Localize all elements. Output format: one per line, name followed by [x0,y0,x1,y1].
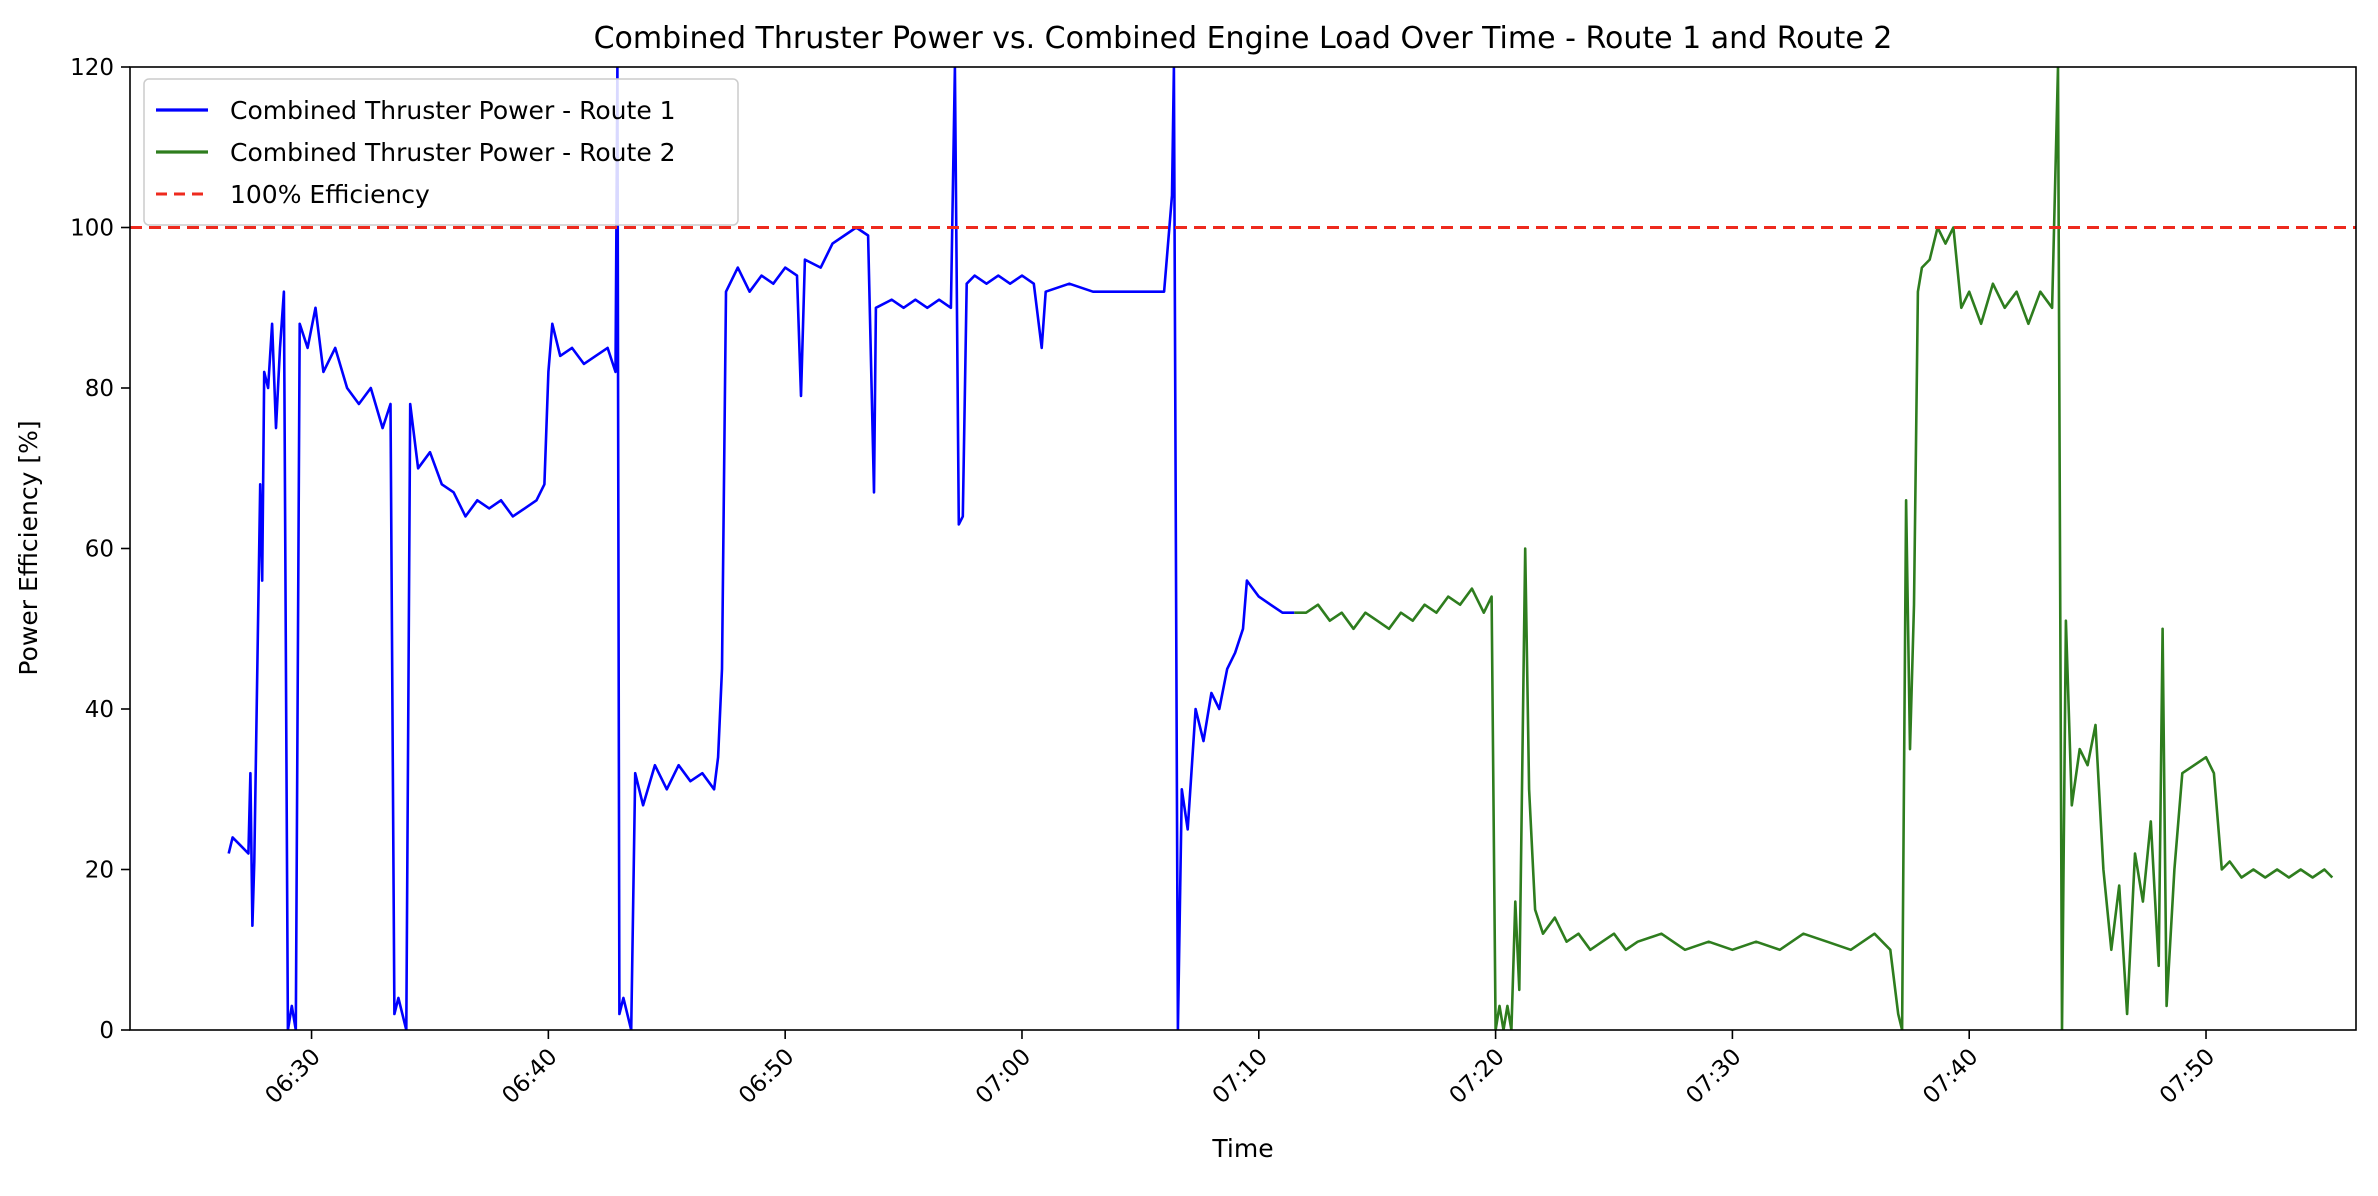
y-tick-label: 80 [85,376,114,402]
y-tick-label: 60 [85,537,114,563]
y-tick-label: 120 [70,55,114,81]
y-tick-label: 100 [70,216,114,242]
y-axis-label: Power Efficiency [%] [14,420,43,675]
legend-box [143,78,739,226]
legend-label: 100% Efficiency [230,180,430,209]
y-tick-label: 0 [99,1018,114,1044]
legend-label: Combined Thruster Power - Route 2 [230,138,676,167]
legend: Combined Thruster Power - Route 1 Combine… [143,78,739,226]
y-axis: 0 20 40 60 80 100 120 [70,55,130,1044]
series-line-1 [227,67,1295,1030]
y-tick-label: 40 [85,697,114,723]
legend-label: Combined Thruster Power - Route 1 [230,96,676,125]
x-axis-label: Time [1211,1134,1273,1163]
chart-title: Combined Thruster Power vs. Combined Eng… [594,21,1893,56]
series-layer [130,67,2356,1030]
series-line-2 [1294,67,2334,1030]
y-tick-label: 20 [85,858,114,884]
